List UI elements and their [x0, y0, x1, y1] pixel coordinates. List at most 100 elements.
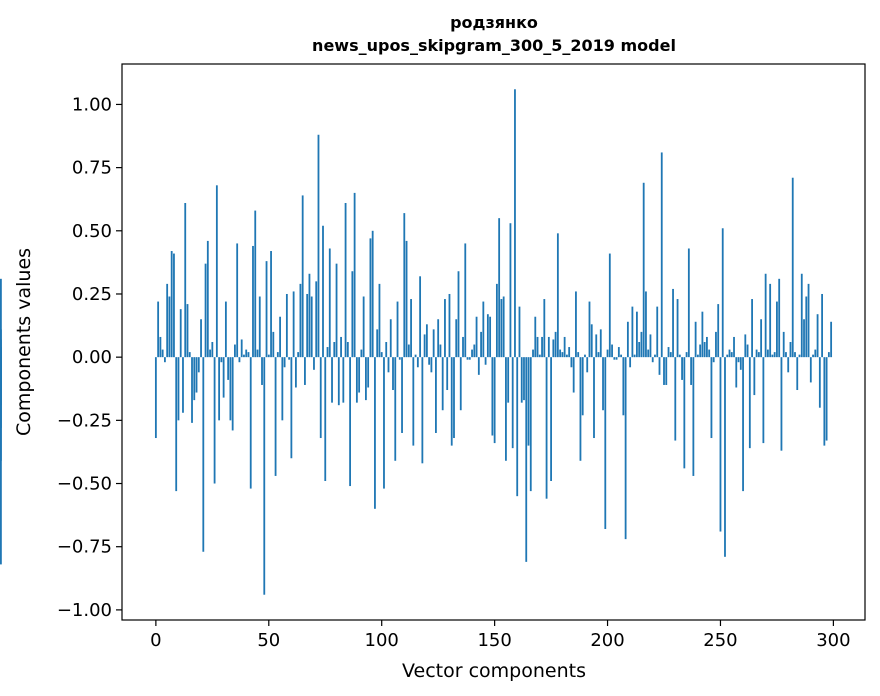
bar	[805, 296, 808, 358]
bar	[272, 331, 275, 358]
bar	[245, 349, 248, 358]
bar	[633, 354, 636, 358]
bar	[507, 357, 510, 403]
bar	[505, 357, 507, 461]
bar	[306, 293, 309, 358]
bar	[685, 352, 688, 358]
bar	[186, 304, 189, 358]
bar	[380, 352, 383, 358]
bar	[703, 342, 706, 358]
bar	[310, 296, 313, 358]
bar	[209, 349, 211, 358]
bar	[674, 357, 677, 441]
bar	[401, 357, 403, 433]
bar	[337, 357, 340, 406]
bar	[387, 357, 390, 373]
bar	[656, 306, 659, 358]
bar	[432, 329, 435, 358]
bar	[473, 344, 476, 358]
bar	[414, 354, 417, 358]
bar	[809, 357, 812, 383]
bar	[270, 251, 272, 358]
bar	[301, 195, 304, 358]
bar	[428, 357, 431, 365]
bar	[773, 352, 776, 358]
bar	[358, 357, 361, 393]
bar	[367, 357, 370, 388]
bar	[757, 352, 760, 358]
bar	[694, 321, 697, 358]
bar	[290, 357, 293, 459]
bar	[450, 357, 453, 446]
x-tick-label: 50	[257, 630, 280, 651]
bar	[608, 253, 611, 358]
bar	[441, 357, 444, 411]
bar	[602, 357, 604, 411]
bar	[556, 233, 559, 358]
bar	[0, 349, 2, 358]
x-tick-label: 200	[590, 630, 624, 651]
bar	[622, 357, 625, 416]
bar	[733, 336, 735, 358]
bar	[669, 352, 672, 358]
bar	[0, 278, 2, 358]
bar	[570, 357, 573, 368]
bar	[267, 354, 270, 358]
bar	[706, 336, 708, 358]
bar	[254, 210, 257, 358]
bar	[631, 306, 634, 358]
bar	[742, 357, 744, 492]
bar	[0, 357, 2, 391]
plot-frame	[121, 63, 866, 621]
bar	[676, 299, 679, 358]
bar	[435, 357, 437, 433]
bar	[319, 357, 322, 439]
bar	[202, 357, 205, 552]
bar	[371, 230, 374, 358]
bar	[737, 357, 740, 363]
bar	[462, 336, 464, 358]
bar	[683, 357, 686, 469]
bar	[453, 357, 455, 439]
bar	[796, 357, 799, 391]
bar	[376, 329, 379, 358]
bar	[818, 357, 821, 408]
x-axis-label: Vector components	[402, 660, 586, 682]
bar	[523, 357, 525, 401]
bar	[696, 354, 699, 358]
bar	[647, 349, 650, 358]
bar	[157, 301, 160, 358]
bar	[340, 336, 342, 358]
bar	[419, 276, 422, 358]
bar	[444, 299, 446, 358]
bar	[597, 352, 600, 358]
bar	[615, 357, 618, 360]
bar	[807, 283, 810, 358]
bar	[482, 301, 485, 358]
bar	[660, 152, 663, 358]
bar	[527, 357, 530, 446]
bar	[421, 357, 424, 464]
bar	[222, 357, 225, 398]
bar	[721, 228, 724, 358]
bar	[292, 291, 295, 358]
bar	[362, 296, 365, 358]
y-tick-label: 0.50	[72, 221, 112, 242]
bar	[739, 357, 742, 370]
bar	[437, 319, 440, 358]
bar	[498, 218, 501, 358]
bar	[561, 352, 564, 358]
bar	[213, 357, 216, 484]
bar	[579, 357, 582, 461]
bar	[617, 347, 620, 358]
bar	[584, 354, 586, 358]
bar	[177, 357, 180, 421]
bar	[188, 352, 191, 358]
bar	[794, 352, 796, 358]
bar	[509, 223, 512, 358]
bar	[785, 352, 787, 358]
bar	[328, 248, 331, 358]
bar	[206, 240, 209, 358]
bar	[821, 293, 823, 358]
bar	[0, 357, 2, 565]
